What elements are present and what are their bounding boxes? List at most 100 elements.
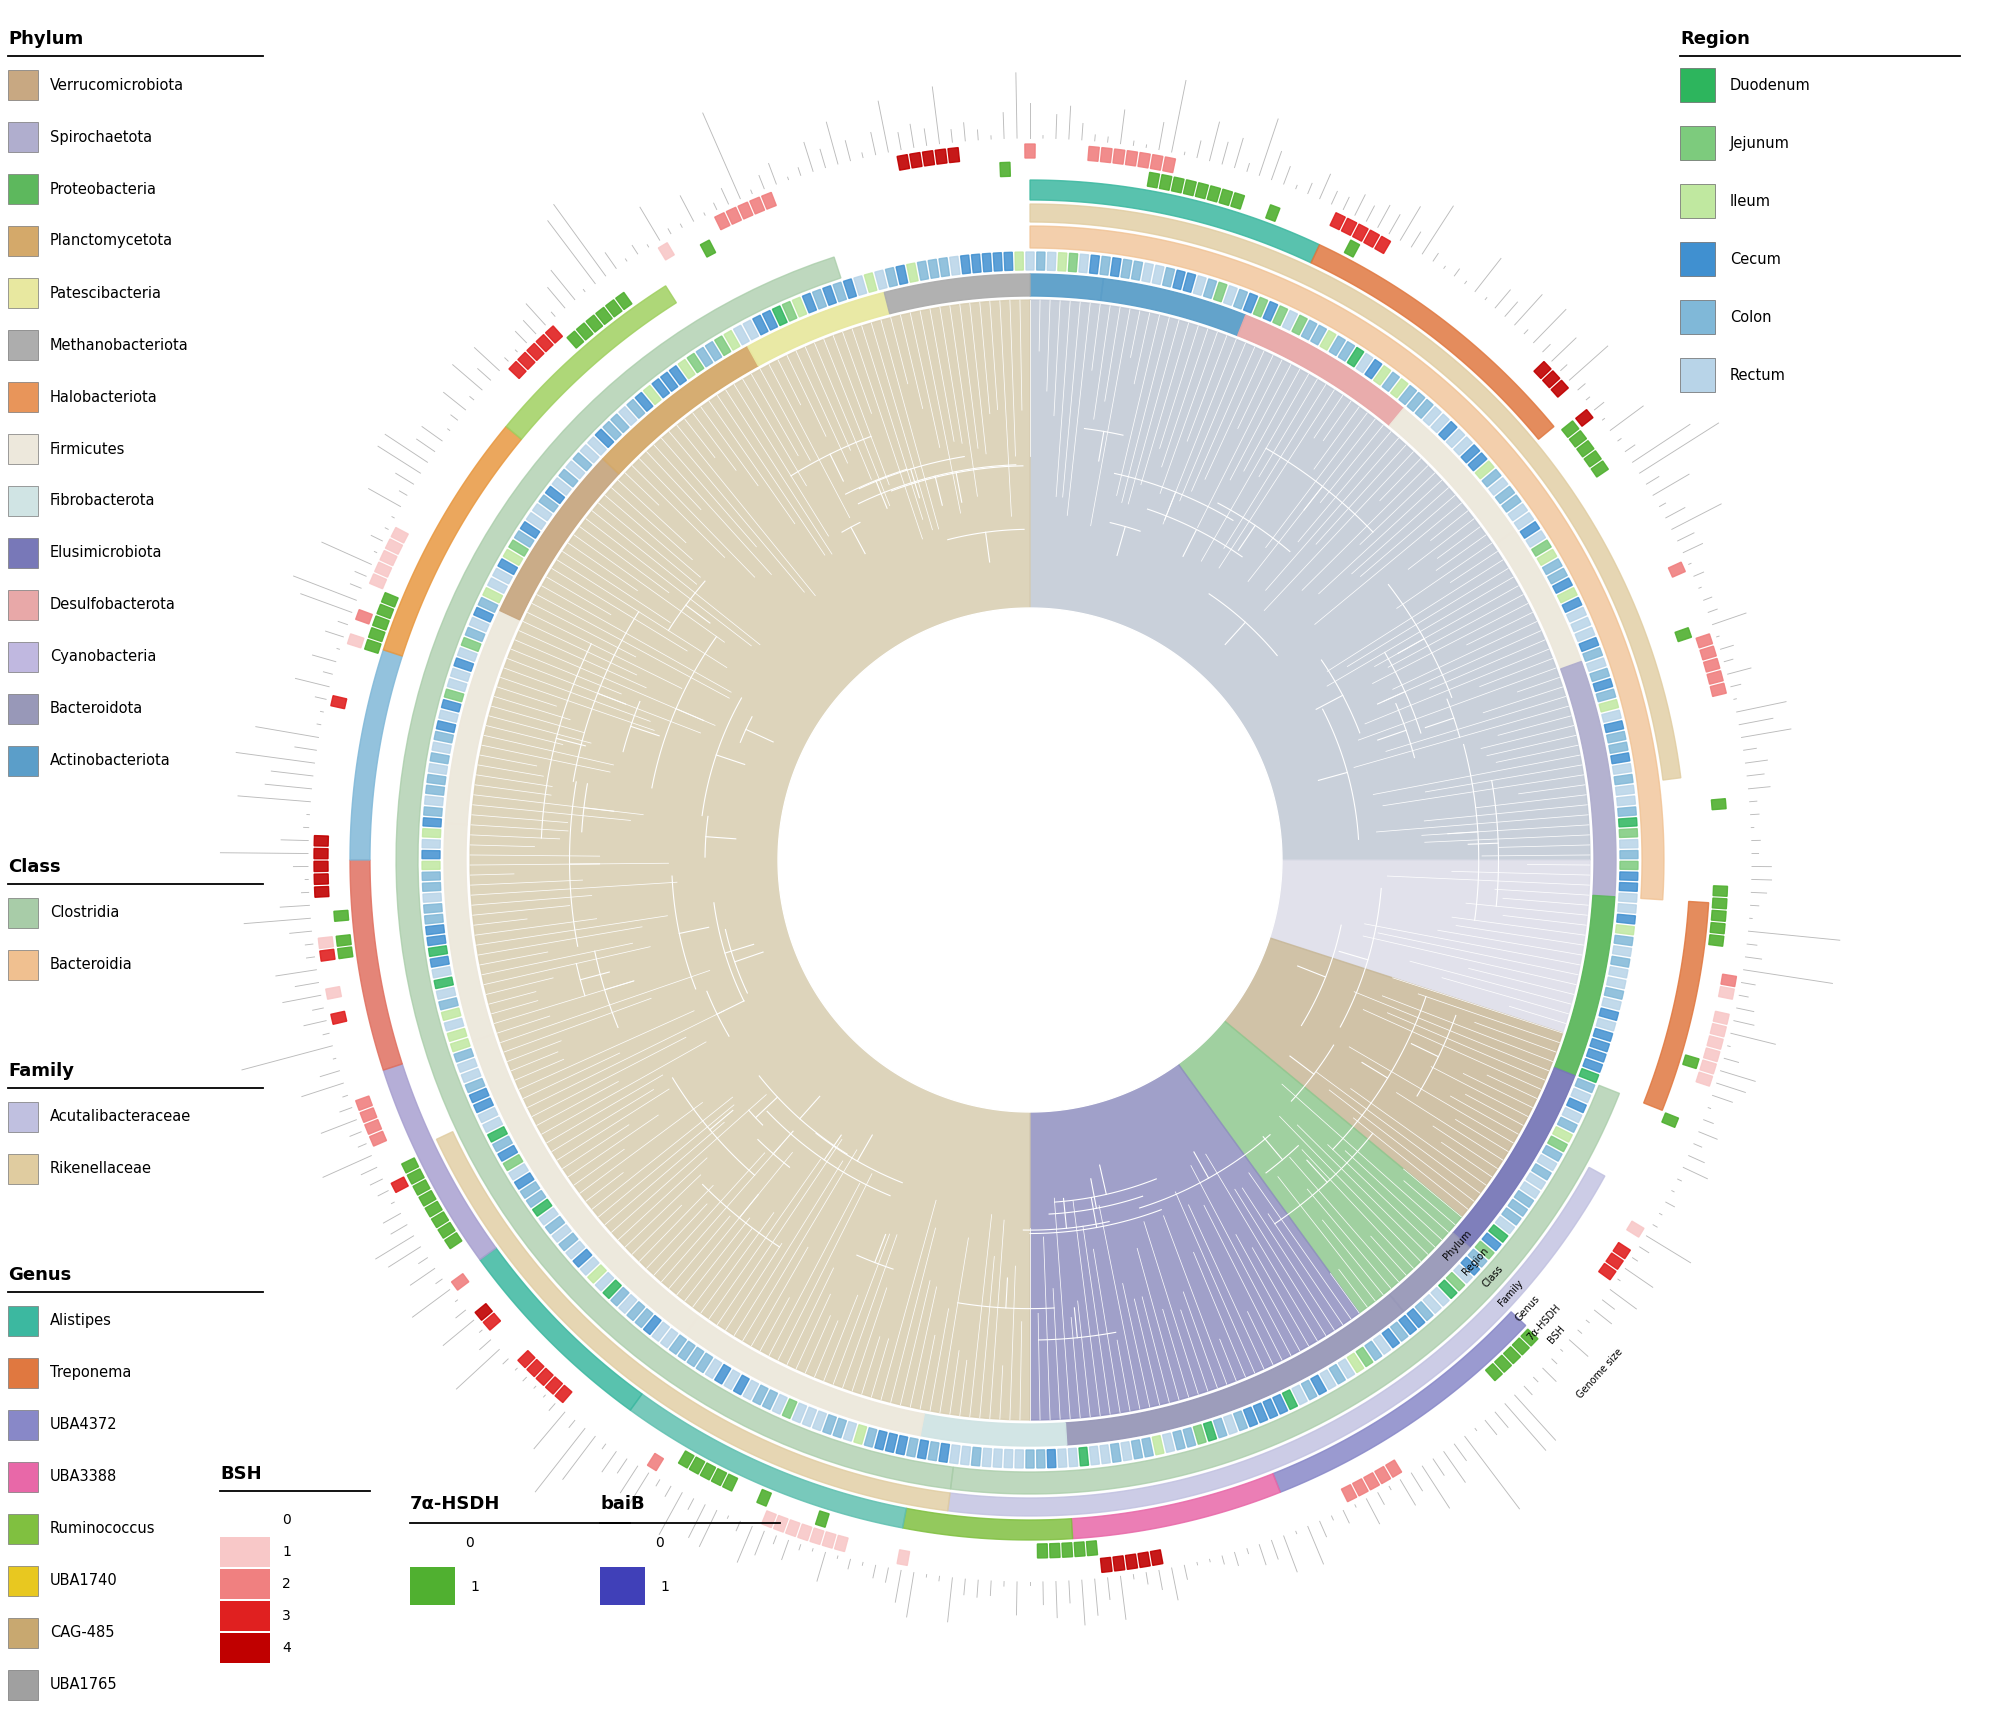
- Polygon shape: [1026, 144, 1036, 158]
- Text: 2: 2: [282, 1577, 290, 1591]
- Polygon shape: [1604, 721, 1624, 733]
- Polygon shape: [1292, 315, 1308, 335]
- Polygon shape: [483, 588, 503, 602]
- Polygon shape: [1552, 1127, 1572, 1142]
- Text: Actinobacteriota: Actinobacteriota: [50, 753, 170, 769]
- Polygon shape: [1618, 882, 1638, 891]
- Polygon shape: [679, 1342, 695, 1361]
- Polygon shape: [1542, 1146, 1562, 1161]
- Polygon shape: [539, 1207, 559, 1225]
- Polygon shape: [1320, 330, 1336, 351]
- Polygon shape: [375, 562, 393, 578]
- Polygon shape: [1088, 146, 1100, 162]
- Polygon shape: [1474, 1242, 1494, 1259]
- Polygon shape: [907, 1438, 917, 1457]
- Polygon shape: [1586, 659, 1606, 671]
- Polygon shape: [737, 203, 753, 218]
- FancyBboxPatch shape: [8, 225, 38, 256]
- Polygon shape: [545, 1378, 563, 1395]
- Polygon shape: [715, 335, 731, 356]
- FancyBboxPatch shape: [411, 1567, 455, 1605]
- Polygon shape: [351, 650, 403, 860]
- Polygon shape: [833, 282, 847, 301]
- Polygon shape: [1390, 378, 1408, 397]
- Polygon shape: [1138, 1551, 1150, 1567]
- Polygon shape: [1566, 607, 1586, 623]
- Polygon shape: [330, 695, 347, 709]
- Polygon shape: [981, 253, 991, 272]
- FancyBboxPatch shape: [8, 1462, 38, 1491]
- Polygon shape: [451, 669, 471, 681]
- Polygon shape: [1374, 366, 1390, 385]
- Polygon shape: [1382, 1328, 1400, 1348]
- Text: Cyanobacteria: Cyanobacteria: [50, 650, 156, 664]
- Polygon shape: [993, 1448, 1002, 1467]
- Polygon shape: [445, 1233, 463, 1249]
- Polygon shape: [923, 151, 935, 165]
- Polygon shape: [1390, 1233, 1470, 1312]
- Polygon shape: [1132, 1440, 1142, 1459]
- Polygon shape: [1618, 829, 1638, 838]
- Polygon shape: [425, 807, 443, 817]
- Polygon shape: [1424, 406, 1442, 425]
- Polygon shape: [603, 421, 621, 440]
- Polygon shape: [371, 574, 387, 588]
- Polygon shape: [1224, 1414, 1238, 1434]
- Polygon shape: [1406, 1309, 1424, 1328]
- Polygon shape: [1452, 1068, 1574, 1247]
- Polygon shape: [895, 265, 907, 284]
- FancyBboxPatch shape: [8, 1514, 38, 1545]
- Polygon shape: [1536, 549, 1556, 566]
- Text: Elusimicrobiota: Elusimicrobiota: [50, 545, 162, 561]
- Polygon shape: [595, 1273, 613, 1292]
- Polygon shape: [773, 306, 787, 325]
- Polygon shape: [461, 638, 481, 652]
- Polygon shape: [885, 1433, 897, 1452]
- Polygon shape: [437, 1132, 949, 1510]
- Text: Genome size: Genome size: [1574, 1347, 1624, 1400]
- Polygon shape: [823, 1414, 837, 1434]
- Polygon shape: [1616, 784, 1634, 795]
- Polygon shape: [397, 256, 953, 1490]
- Polygon shape: [519, 1350, 535, 1367]
- Polygon shape: [1244, 292, 1258, 313]
- Polygon shape: [1705, 659, 1721, 673]
- Polygon shape: [1348, 347, 1364, 366]
- Polygon shape: [619, 1295, 637, 1314]
- Text: Phylum: Phylum: [8, 29, 84, 48]
- Polygon shape: [1697, 635, 1713, 648]
- Polygon shape: [1026, 253, 1034, 270]
- Polygon shape: [503, 549, 523, 566]
- Polygon shape: [1602, 998, 1620, 1010]
- FancyBboxPatch shape: [8, 1305, 38, 1336]
- Polygon shape: [383, 427, 521, 655]
- Polygon shape: [1586, 1049, 1606, 1061]
- Polygon shape: [1562, 1108, 1582, 1123]
- Polygon shape: [1162, 268, 1174, 287]
- Polygon shape: [1616, 925, 1634, 936]
- Polygon shape: [875, 270, 887, 289]
- Polygon shape: [469, 1089, 489, 1103]
- Polygon shape: [1178, 1020, 1462, 1312]
- Polygon shape: [1302, 1379, 1316, 1400]
- Polygon shape: [581, 1257, 599, 1275]
- Polygon shape: [1508, 504, 1528, 521]
- Polygon shape: [875, 1431, 887, 1450]
- Polygon shape: [441, 700, 461, 712]
- Polygon shape: [377, 604, 393, 619]
- Polygon shape: [1482, 470, 1500, 487]
- Polygon shape: [1174, 1431, 1186, 1450]
- Polygon shape: [1080, 1447, 1088, 1465]
- Polygon shape: [1204, 279, 1216, 299]
- Polygon shape: [587, 1264, 607, 1283]
- Polygon shape: [533, 504, 553, 521]
- Polygon shape: [451, 1039, 471, 1051]
- Polygon shape: [1148, 172, 1160, 187]
- Polygon shape: [1142, 1438, 1154, 1457]
- Polygon shape: [1488, 478, 1508, 495]
- Polygon shape: [1138, 153, 1150, 169]
- Polygon shape: [1584, 451, 1600, 466]
- Polygon shape: [1364, 1342, 1382, 1361]
- Polygon shape: [1356, 353, 1372, 373]
- Polygon shape: [653, 378, 669, 397]
